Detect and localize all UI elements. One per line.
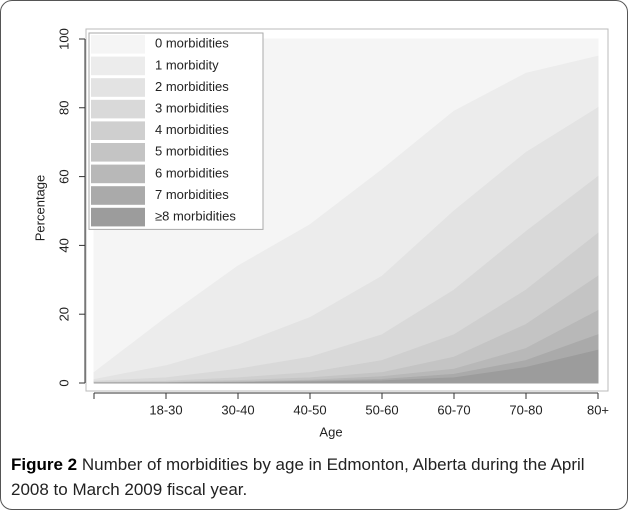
legend-swatch <box>91 143 145 162</box>
y-tick-label: 20 <box>56 307 71 321</box>
y-tick-label: 80 <box>56 101 71 115</box>
caption-text: Number of morbidities by age in Edmonton… <box>11 455 585 499</box>
legend-swatch <box>91 99 145 119</box>
legend-swatch <box>91 207 145 227</box>
x-axis-label: Age <box>319 424 342 439</box>
legend-swatch <box>91 56 145 76</box>
legend-label: 2 morbidities <box>155 79 229 94</box>
legend-swatch <box>91 164 145 184</box>
legend-label: 3 morbidities <box>155 101 229 116</box>
legend-label: 7 morbidities <box>155 187 229 202</box>
x-tick-label: 50-60 <box>365 402 398 417</box>
caption: Figure 2 Number of morbidities by age in… <box>11 452 611 502</box>
x-tick-label: 30-40 <box>221 402 254 417</box>
legend-swatch <box>91 186 145 205</box>
legend-label: 1 morbidity <box>155 57 219 72</box>
x-tick-label: 60-70 <box>437 402 470 417</box>
x-tick-label: 40-50 <box>293 402 326 417</box>
x-tick-label: 80+ <box>587 402 609 417</box>
legend-swatch <box>91 121 145 140</box>
chart: Age Percentage 0 20 40 60 80 100 18-30 30-40 40-… <box>32 28 609 439</box>
legend-swatch <box>91 78 145 97</box>
y-tick-label: 60 <box>56 169 71 183</box>
area <box>94 349 599 384</box>
y-axis-label: Percentage <box>32 175 47 242</box>
legend-label: 0 morbidities <box>155 36 229 51</box>
y-tick-label: 100 <box>56 28 71 50</box>
y-tick-label: 0 <box>56 379 71 386</box>
y-tick-label: 40 <box>56 238 71 252</box>
caption-label: Figure 2 <box>11 455 78 474</box>
x-tick-label: 18-30 <box>149 402 182 417</box>
legend-label: 5 morbidities <box>155 144 229 159</box>
legend-label: ≥8 morbidities <box>155 209 236 224</box>
legend-swatch <box>91 35 145 54</box>
legend-label: 6 morbidities <box>155 165 229 180</box>
x-tick-label: 70-80 <box>509 402 542 417</box>
legend-label: 4 morbidities <box>155 122 229 137</box>
